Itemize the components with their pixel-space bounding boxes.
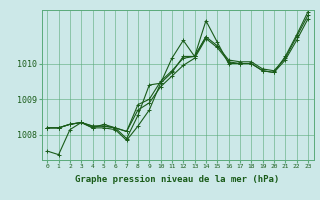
X-axis label: Graphe pression niveau de la mer (hPa): Graphe pression niveau de la mer (hPa) bbox=[76, 175, 280, 184]
